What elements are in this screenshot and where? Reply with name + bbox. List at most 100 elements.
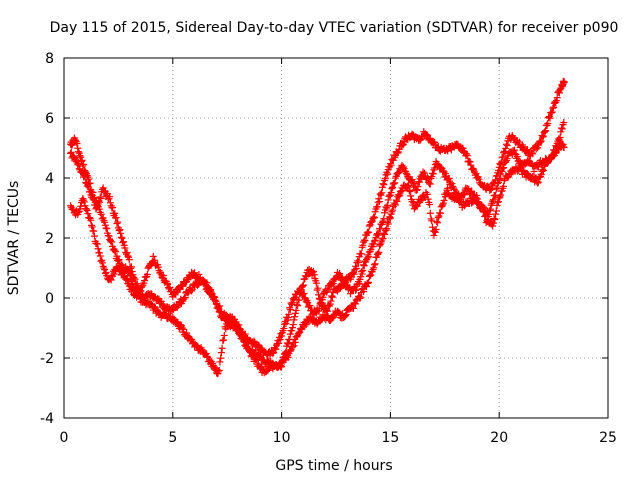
data-point (393, 197, 401, 205)
data-point (347, 290, 355, 298)
data-point (180, 325, 188, 333)
data-point (295, 296, 303, 304)
data-point (429, 139, 437, 147)
data-point (289, 321, 297, 329)
data-point (288, 324, 296, 332)
data-point (88, 191, 96, 199)
data-point (496, 176, 504, 184)
data-point (478, 201, 486, 209)
y-tick-label: 0 (45, 291, 54, 307)
data-point (288, 299, 296, 307)
data-point (163, 279, 171, 287)
data-point (282, 320, 290, 328)
data-point (379, 234, 387, 242)
data-point (335, 285, 343, 293)
data-point (106, 237, 114, 245)
data-point (367, 271, 375, 279)
data-point (288, 327, 296, 335)
data-point (203, 352, 211, 360)
data-point (115, 256, 123, 264)
data-point (558, 125, 566, 133)
data-point (423, 190, 431, 198)
data-point (459, 144, 467, 152)
data-point (75, 208, 83, 216)
data-point (224, 323, 232, 331)
data-point (489, 196, 497, 204)
data-point (392, 196, 400, 204)
data-point (468, 187, 476, 195)
data-point (94, 245, 102, 253)
data-point (338, 273, 346, 281)
grid-lines (64, 58, 608, 418)
data-point (486, 207, 494, 215)
data-point (523, 146, 531, 154)
data-point (301, 322, 309, 330)
data-point (370, 237, 378, 245)
data-point (376, 241, 384, 249)
data-point (373, 203, 381, 211)
data-point (243, 339, 251, 347)
data-point (475, 175, 483, 183)
data-point (211, 296, 219, 304)
data-point (365, 272, 373, 280)
data-point (127, 263, 135, 271)
data-point (366, 272, 374, 280)
data-point (547, 109, 555, 117)
data-point (117, 229, 125, 237)
data-point (387, 161, 395, 169)
data-point (288, 343, 296, 351)
data-point (413, 186, 421, 194)
data-point (544, 120, 552, 128)
data-point (471, 168, 479, 176)
data-point (127, 264, 135, 272)
data-point (352, 286, 360, 294)
data-point (73, 140, 81, 148)
data-point (380, 181, 388, 189)
data-point (317, 299, 325, 307)
data-point (394, 169, 402, 177)
data-point (555, 89, 563, 97)
data-point (396, 191, 404, 199)
data-point (74, 144, 82, 152)
y-tick-labels: -4 -2 0 2 4 6 8 (40, 51, 54, 427)
data-point (203, 279, 211, 287)
data-point (412, 203, 420, 211)
data-point (365, 278, 373, 286)
data-point (79, 195, 87, 203)
data-point (463, 151, 471, 159)
data-point (219, 337, 227, 345)
data-point (389, 180, 397, 188)
data-point (181, 294, 189, 302)
data-point (264, 366, 272, 374)
data-point (463, 150, 471, 158)
data-point (189, 269, 197, 277)
data-point (253, 356, 261, 364)
y-tick-label: -4 (40, 411, 54, 427)
data-point (545, 112, 553, 120)
data-point (242, 340, 250, 348)
data-point (128, 268, 136, 276)
data-point (291, 313, 299, 321)
data-point (297, 325, 305, 333)
data-point (324, 285, 332, 293)
data-point (275, 339, 283, 347)
data-point (315, 291, 323, 299)
data-point (498, 168, 506, 176)
x-tick-label: 0 (60, 430, 69, 446)
data-point (271, 344, 279, 352)
data-point (67, 148, 75, 156)
data-point (151, 303, 159, 311)
data-point (300, 289, 308, 297)
data-point (556, 133, 564, 141)
data-point (365, 229, 373, 237)
data-point (374, 231, 382, 239)
data-point (109, 203, 117, 211)
data-point (84, 210, 92, 218)
data-point (492, 207, 500, 215)
data-point (123, 249, 131, 257)
data-point (465, 157, 473, 165)
data-point (553, 143, 561, 151)
data-point (113, 220, 121, 228)
data-point (177, 321, 185, 329)
data-point (370, 240, 378, 248)
